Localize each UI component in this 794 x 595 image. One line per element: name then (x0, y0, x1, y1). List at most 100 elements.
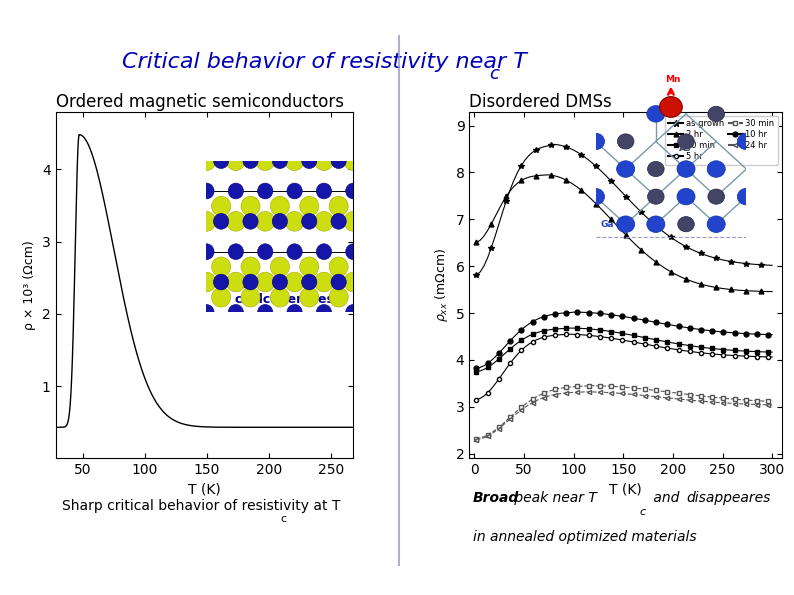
Circle shape (243, 153, 258, 168)
Circle shape (299, 287, 319, 307)
5 hr (472, 396, 481, 403)
Circle shape (214, 153, 229, 168)
Circle shape (677, 189, 695, 205)
Circle shape (228, 305, 244, 320)
24 hr (651, 393, 661, 400)
Text: peak near T: peak near T (510, 491, 597, 505)
Text: Mn: Mn (665, 75, 680, 84)
5 hr (607, 334, 616, 342)
30 min (607, 383, 616, 390)
24 hr (666, 394, 676, 402)
Circle shape (647, 105, 665, 122)
5 hr (651, 343, 661, 350)
Circle shape (285, 151, 304, 171)
Circle shape (211, 287, 231, 307)
30 min (738, 396, 747, 403)
Circle shape (302, 274, 317, 290)
X-axis label: T (K): T (K) (609, 483, 642, 497)
24 hr (767, 402, 777, 409)
Circle shape (707, 216, 725, 233)
Text: Ga: Ga (600, 220, 614, 229)
2 hr (543, 171, 553, 178)
Circle shape (272, 214, 287, 229)
10 min (651, 336, 661, 343)
Circle shape (345, 244, 361, 259)
Circle shape (316, 244, 332, 259)
Circle shape (197, 272, 216, 292)
Circle shape (198, 305, 214, 320)
Circle shape (331, 274, 346, 290)
as grown (767, 262, 777, 269)
2 hr (607, 216, 616, 223)
Circle shape (316, 183, 332, 199)
10 min (655, 337, 665, 344)
10 hr (569, 309, 579, 316)
30 min (655, 387, 665, 394)
Circle shape (708, 189, 724, 204)
Circle shape (243, 214, 258, 229)
2 hr (666, 268, 676, 275)
Circle shape (257, 244, 273, 259)
Circle shape (198, 183, 214, 199)
10 hr (607, 311, 616, 318)
Circle shape (678, 134, 694, 149)
as grown (666, 234, 676, 241)
Circle shape (344, 272, 363, 292)
Circle shape (272, 153, 287, 168)
Circle shape (287, 183, 303, 199)
Circle shape (648, 161, 664, 177)
X-axis label: T (K): T (K) (188, 483, 221, 497)
2 hr (651, 259, 661, 266)
Line: 10 min: 10 min (474, 326, 774, 374)
Circle shape (678, 217, 694, 232)
10 hr (738, 330, 747, 337)
Text: Broad: Broad (472, 491, 518, 505)
10 hr (655, 320, 665, 327)
5 hr (666, 345, 676, 352)
Circle shape (302, 153, 317, 168)
Circle shape (257, 183, 273, 199)
Circle shape (287, 244, 303, 259)
Circle shape (228, 183, 244, 199)
Text: and: and (649, 491, 684, 505)
30 min (666, 389, 676, 396)
24 hr (472, 436, 481, 443)
Circle shape (587, 189, 604, 205)
Circle shape (331, 214, 346, 229)
5 hr (655, 343, 665, 350)
Circle shape (617, 161, 634, 177)
as grown (651, 222, 661, 229)
Circle shape (197, 151, 216, 171)
Text: Ordered magnetic semiconductors: Ordered magnetic semiconductors (56, 93, 344, 111)
Circle shape (211, 257, 231, 277)
Line: 5 hr: 5 hr (474, 332, 774, 402)
10 min (738, 347, 747, 355)
Circle shape (256, 272, 275, 292)
Circle shape (272, 274, 287, 290)
Circle shape (270, 257, 290, 277)
Circle shape (302, 214, 317, 229)
10 hr (767, 331, 777, 339)
as grown (550, 141, 560, 148)
Circle shape (647, 216, 665, 233)
Y-axis label: $\rho_{xx}$ (m$\Omega$cm): $\rho_{xx}$ (m$\Omega$cm) (433, 248, 450, 322)
Circle shape (285, 211, 304, 231)
30 min (767, 398, 777, 405)
Circle shape (211, 196, 231, 216)
24 hr (607, 389, 616, 396)
Circle shape (256, 151, 275, 171)
Circle shape (285, 272, 304, 292)
Line: 2 hr: 2 hr (474, 173, 775, 294)
10 hr (677, 323, 687, 330)
Circle shape (677, 161, 695, 177)
Circle shape (618, 134, 634, 149)
Circle shape (617, 216, 634, 233)
Line: 30 min: 30 min (474, 384, 774, 441)
5 hr (738, 352, 747, 359)
Circle shape (344, 151, 363, 171)
Circle shape (329, 257, 349, 277)
Circle shape (707, 161, 725, 177)
Legend: as grown, 2 hr, 10 min, 5 hr, 30 min, 10 hr, 24 hr: as grown, 2 hr, 10 min, 5 hr, 30 min, 10… (665, 115, 778, 165)
24 hr (677, 396, 687, 403)
Circle shape (226, 151, 245, 171)
